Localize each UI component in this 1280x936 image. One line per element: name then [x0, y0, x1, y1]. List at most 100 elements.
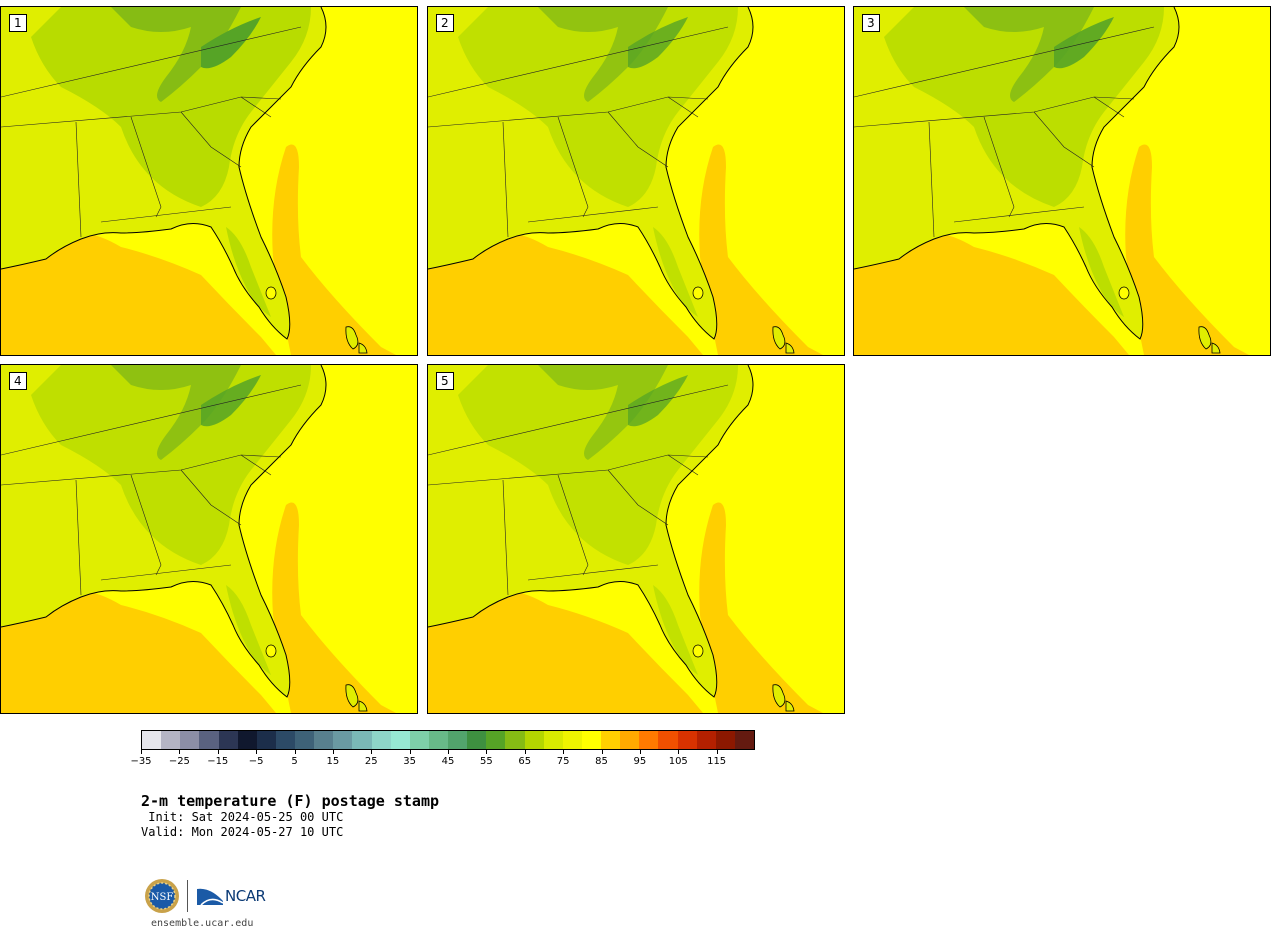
colorbar-segment [390, 731, 410, 749]
colorbar [141, 730, 755, 750]
colorbar-tick-label: −25 [168, 756, 190, 767]
panel-number: 1 [9, 14, 27, 32]
florida-interior [226, 585, 271, 675]
state-border [854, 26, 1155, 98]
gulf-warm-water [1, 590, 276, 713]
colorbar-segment [142, 731, 162, 749]
state-border [428, 26, 729, 98]
mid-temp-region [884, 7, 1164, 207]
mid-temp-region [31, 365, 311, 565]
colorbar-segment [352, 731, 372, 749]
ncar-logo: NCAR [197, 887, 266, 905]
coastline [428, 365, 754, 698]
colorbar-tick [332, 750, 334, 754]
colorbar-segment [677, 731, 697, 749]
ncar-logo-icon [197, 888, 223, 905]
colorbar-tick-label: 55 [480, 756, 493, 767]
site-url: ensemble.ucar.edu [151, 918, 254, 929]
colorbar-tick [524, 750, 526, 754]
state-border [557, 116, 589, 218]
colorbar-tick [639, 750, 641, 754]
coastline [428, 7, 754, 340]
state-border [1, 384, 302, 456]
colorbar-tick [217, 750, 219, 754]
map-image [428, 7, 844, 355]
island [772, 684, 786, 708]
island [772, 326, 786, 350]
colorbar-segment [467, 731, 487, 749]
mid-temp-region [31, 7, 311, 207]
colorbar-tick [601, 750, 603, 754]
gulf-warm-water [428, 232, 703, 355]
colorbar-tick [141, 750, 142, 754]
gulf-warm-water [1, 232, 276, 355]
colorbar-tick-label: −35 [130, 756, 152, 767]
coastline [854, 7, 1180, 340]
colorbar-tick-label: 15 [326, 756, 340, 767]
gulf-warm-water [428, 590, 703, 713]
state-border [130, 116, 162, 218]
colorbar-segment [237, 731, 257, 749]
colorbar-segment [333, 731, 353, 749]
map-panel-4: 4 [0, 364, 418, 714]
island [785, 700, 795, 712]
lake [692, 644, 704, 658]
state-border [667, 96, 699, 118]
colorbar-segment [256, 731, 276, 749]
gulf-stream-band [699, 502, 823, 713]
state-border [527, 206, 659, 223]
state-border [1093, 96, 1125, 118]
colorbar-tick-label: −15 [207, 756, 229, 767]
figure-title: 2-m temperature (F) postage stamp [141, 792, 440, 810]
colorbar-segment [314, 731, 334, 749]
state-border [75, 121, 82, 238]
state-border [557, 474, 589, 576]
map-image [1, 7, 417, 355]
colorbar-segment [161, 731, 181, 749]
appalachian-cool-region [538, 365, 668, 460]
colorbar-segment [601, 731, 621, 749]
colorbar-tick [179, 750, 181, 754]
lake [1118, 286, 1130, 300]
state-border [607, 111, 669, 168]
island [1211, 342, 1221, 354]
state-border [1, 454, 282, 486]
colorbar-segment [581, 731, 601, 749]
state-border [100, 206, 232, 223]
florida-interior [653, 585, 698, 675]
appalachian-cool-region [111, 7, 241, 102]
lake [265, 644, 277, 658]
gulf-stream-band [1125, 144, 1249, 355]
colorbar-tick [563, 750, 565, 754]
state-border [953, 206, 1085, 223]
gulf-stream-band [699, 144, 823, 355]
appalachian-cool-region [538, 7, 668, 102]
colorbar-segment [275, 731, 295, 749]
colorbar-tick-label: 45 [441, 756, 455, 767]
island [345, 326, 359, 350]
colorbar-tick [448, 750, 449, 754]
state-border [667, 454, 699, 476]
island [1198, 326, 1212, 350]
colorbar-tick-label: 105 [668, 756, 688, 767]
state-border [428, 454, 709, 486]
state-border [527, 564, 659, 581]
colorbar-segment [295, 731, 315, 749]
logo-divider [187, 880, 188, 912]
state-border [502, 479, 509, 596]
mountain-peak-region [1054, 17, 1114, 69]
state-border [75, 479, 82, 596]
init-time: Init: Sat 2024-05-25 00 UTC [141, 810, 344, 824]
map-image [428, 365, 844, 713]
gulf-stream-band [272, 502, 396, 713]
colorbar-segment [409, 731, 429, 749]
state-border [928, 121, 935, 238]
colorbar-segment [639, 731, 659, 749]
florida-interior [1079, 227, 1124, 317]
colorbar-segment [715, 731, 735, 749]
lake [265, 286, 277, 300]
colorbar-segment [696, 731, 716, 749]
state-border [130, 474, 162, 576]
colorbar-tick-label: −5 [248, 756, 264, 767]
map-panel-3: 3 [853, 6, 1271, 356]
